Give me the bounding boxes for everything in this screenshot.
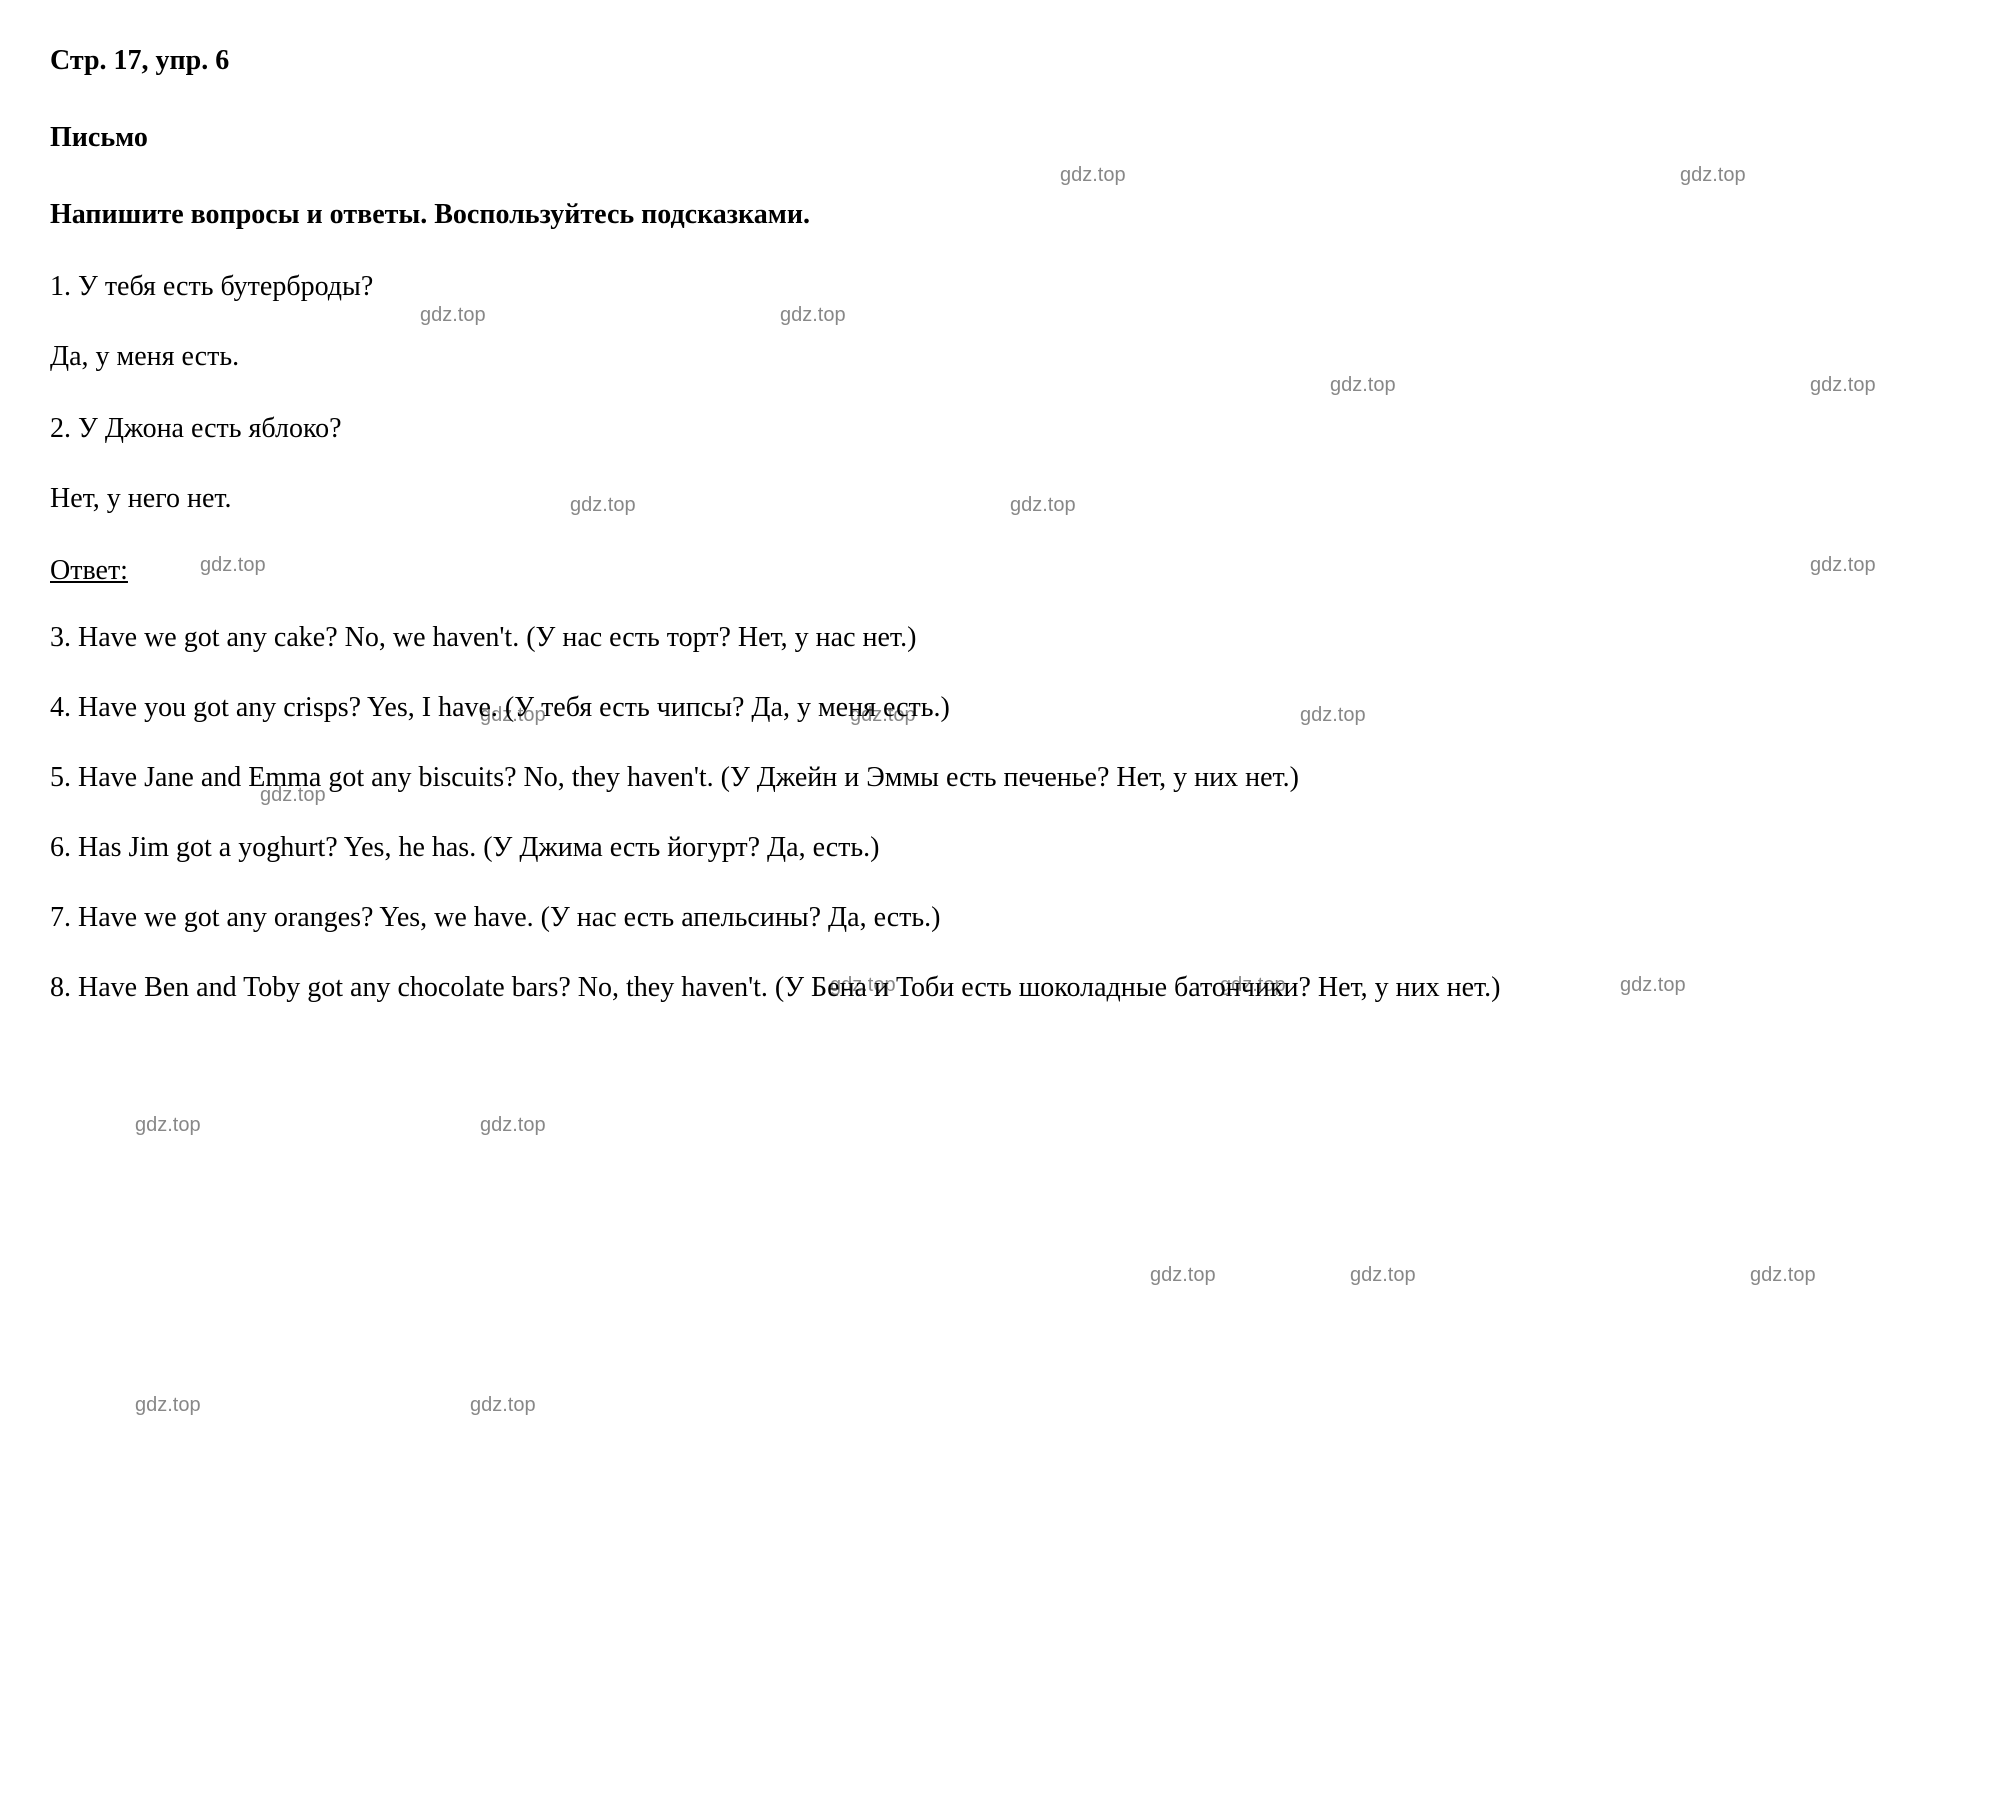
answer-section-label: Ответ:	[50, 550, 1939, 592]
watermark-text: gdz.top	[135, 1110, 201, 1140]
answer-item: 5. Have Jane and Emma got any biscuits? …	[50, 757, 1939, 799]
content-area: Стр. 17, упр. 6 Письмо Напишите вопросы …	[50, 40, 1939, 1009]
answer-text: Да, у меня есть.	[50, 336, 1939, 378]
answer-item: 4. Have you got any crisps? Yes, I have.…	[50, 687, 1939, 729]
page-container: gdz.topgdz.topgdz.topgdz.topgdz.topgdz.t…	[50, 40, 1939, 1009]
watermark-text: gdz.top	[1350, 1260, 1416, 1290]
answer-item: 8. Have Ben and Toby got any chocolate b…	[50, 967, 1939, 1009]
page-reference-heading: Стр. 17, упр. 6	[50, 40, 1939, 82]
exercise-instruction: Напишите вопросы и ответы. Воспользуйтес…	[50, 194, 1939, 236]
watermark-text: gdz.top	[135, 1390, 201, 1420]
answer-item: 7. Have we got any oranges? Yes, we have…	[50, 897, 1939, 939]
example-question-2: 2. У Джона есть яблоко? Нет, у него нет.	[50, 408, 1939, 520]
section-subheading: Письмо	[50, 117, 1939, 159]
watermark-text: gdz.top	[470, 1390, 536, 1420]
answer-text: Нет, у него нет.	[50, 478, 1939, 520]
watermark-text: gdz.top	[1150, 1260, 1216, 1290]
answer-item: 3. Have we got any cake? No, we haven't.…	[50, 617, 1939, 659]
watermark-text: gdz.top	[1750, 1260, 1816, 1290]
question-text: 1. У тебя есть бутерброды?	[50, 266, 1939, 308]
answer-item: 6. Has Jim got a yoghurt? Yes, he has. (…	[50, 827, 1939, 869]
watermark-text: gdz.top	[480, 1110, 546, 1140]
question-text: 2. У Джона есть яблоко?	[50, 408, 1939, 450]
example-question-1: 1. У тебя есть бутерброды? Да, у меня ес…	[50, 266, 1939, 378]
